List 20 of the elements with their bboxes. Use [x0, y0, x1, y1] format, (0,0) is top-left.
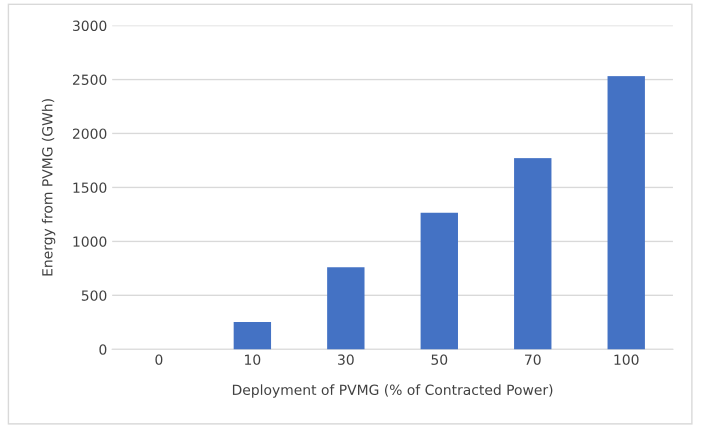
x-tick-label: 10 [245, 354, 260, 365]
x-tick-label: 70 [525, 354, 541, 365]
x-tick-label: 30 [338, 354, 354, 365]
bar [608, 76, 645, 350]
y-axis-title: Energy from PVMG (GWh) [42, 99, 56, 276]
x-tick-label: 100 [614, 354, 639, 365]
bar [420, 212, 458, 350]
bar [327, 267, 365, 350]
x-tick-label: 50 [432, 354, 448, 365]
y-tick-label: 1000 [73, 236, 106, 247]
x-tick-label: 0 [155, 354, 162, 365]
bar [514, 158, 552, 350]
y-tick-label: 2000 [72, 128, 106, 139]
y-tick-label: 2500 [72, 74, 106, 85]
x-axis-title: Deployment of PVMG (% of Contracted Power) [232, 384, 552, 398]
bar [234, 322, 272, 350]
y-tick-label: 3000 [73, 20, 106, 32]
y-tick-label: 0 [99, 344, 106, 355]
y-tick-label: 500 [82, 290, 106, 301]
y-tick-label: 1500 [73, 182, 106, 193]
